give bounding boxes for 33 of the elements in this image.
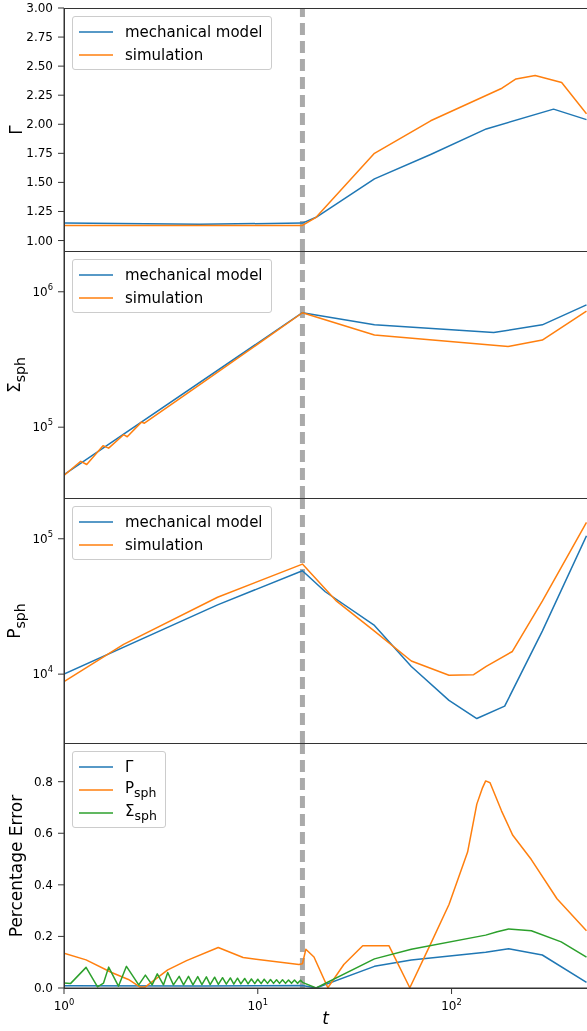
legend-label: mechanical model <box>125 512 263 531</box>
legend-label: simulation <box>125 535 204 554</box>
y-tick-label: 0.2 <box>33 929 53 944</box>
legend-label: Σ$_{sph}$ <box>125 802 157 823</box>
x-tick-label: 10$^{0}$ <box>53 997 75 1013</box>
y-tick-label: 0.6 <box>33 826 53 841</box>
y-tick-label: 10$^{6}$ <box>32 281 53 299</box>
y-tick-label: 2.75 <box>26 30 53 45</box>
y-tick-label: 3.00 <box>26 1 53 15</box>
y-tick-label: 2.50 <box>26 59 53 74</box>
legend-label: P$_{sph}$ <box>125 779 157 800</box>
y-tick-label: 2.00 <box>26 117 53 132</box>
y-axis-title: Percentage Error <box>6 794 26 937</box>
y-tick-label: 1.75 <box>26 146 53 161</box>
y-tick-label: 1.50 <box>26 175 53 190</box>
y-tick-label: 2.25 <box>26 88 53 103</box>
y-tick-label: 10$^{5}$ <box>32 417 53 435</box>
legend-label: mechanical model <box>125 22 263 41</box>
y-tick-label: 10$^{5}$ <box>32 528 53 546</box>
y-tick-label: 0.0 <box>33 981 53 995</box>
y-tick-label: 1.00 <box>26 233 53 248</box>
legend-label: mechanical model <box>125 265 263 284</box>
x-tick-label: 10$^{2}$ <box>441 997 462 1013</box>
legend-label: Γ <box>125 757 134 776</box>
y-tick-label: 1.25 <box>26 204 53 219</box>
legend-label: simulation <box>125 288 204 307</box>
y-tick-label: 0.8 <box>33 774 53 789</box>
y-tick-label: 0.4 <box>33 877 53 892</box>
legend-label: simulation <box>125 45 204 64</box>
y-tick-label: 10$^{4}$ <box>32 664 53 682</box>
x-axis-title: t <box>322 1008 329 1028</box>
y-axis-title: Γ <box>6 124 26 135</box>
x-tick-label: 10$^{1}$ <box>247 997 269 1013</box>
